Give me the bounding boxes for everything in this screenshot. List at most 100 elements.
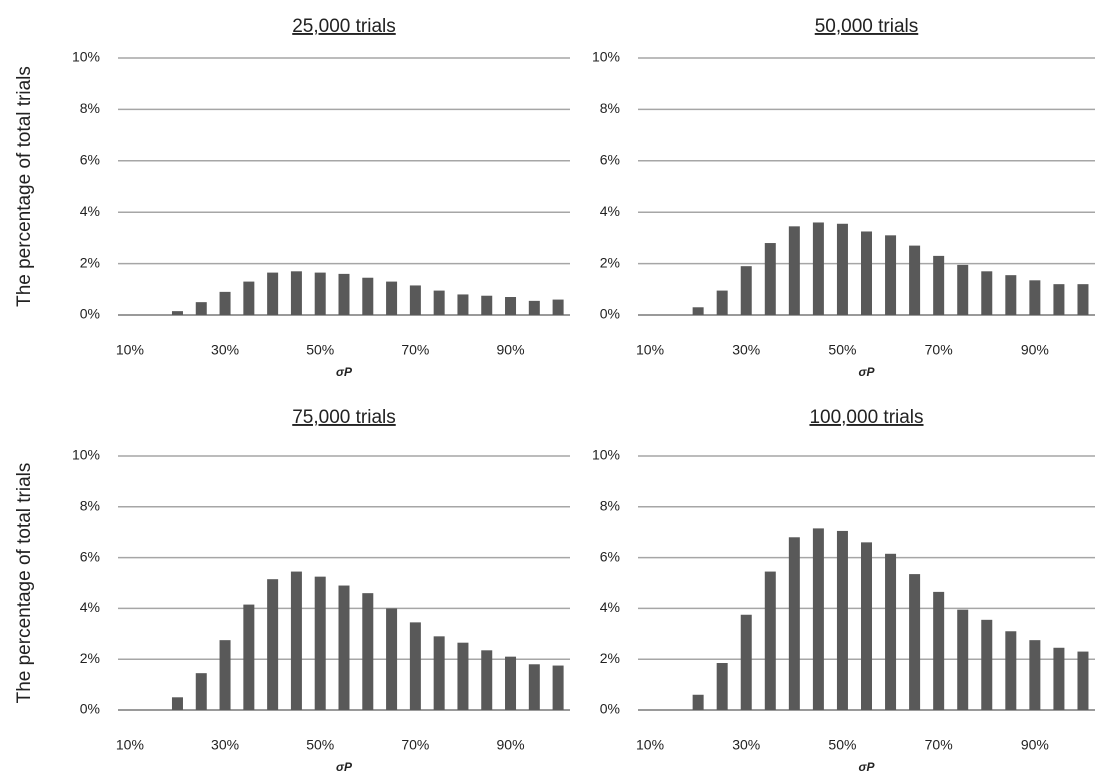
bar: [981, 619, 993, 710]
bar: [836, 530, 848, 710]
y-tick-label: 0%: [80, 306, 100, 322]
bar: [338, 273, 350, 315]
chart-title: 25,000 trials: [292, 16, 396, 37]
bar: [957, 264, 969, 315]
bar: [243, 281, 255, 315]
bar: [764, 243, 776, 315]
bar: [195, 673, 207, 710]
bar: [1053, 647, 1065, 710]
x-tick-label: 30%: [211, 342, 239, 358]
y-tick-label: 8%: [80, 100, 100, 116]
bar: [1077, 651, 1089, 710]
x-tick-label: 90%: [497, 737, 525, 753]
bar: [433, 290, 445, 315]
bar: [1077, 284, 1089, 315]
bar: [885, 235, 897, 315]
y-axis-label: The percentage of total trials: [14, 463, 35, 704]
x-tick-label: 10%: [636, 342, 664, 358]
y-tick-label: 8%: [600, 498, 620, 514]
x-tick-label: 70%: [401, 737, 429, 753]
x-tick-label: 70%: [401, 342, 429, 358]
y-tick-label: 0%: [600, 701, 620, 717]
bar: [386, 608, 398, 710]
bar: [1005, 631, 1017, 710]
bar: [457, 642, 469, 710]
bar: [362, 593, 374, 710]
bar: [861, 542, 872, 710]
x-axis-label: σP: [336, 365, 353, 379]
bar: [433, 636, 445, 710]
x-tick-label: 30%: [732, 737, 760, 753]
x-axis-label: σP: [336, 760, 353, 774]
bar: [933, 255, 945, 315]
bar: [788, 537, 800, 710]
bar: [716, 290, 728, 315]
bar: [957, 609, 969, 710]
bar: [1029, 640, 1041, 710]
x-tick-label: 30%: [732, 342, 760, 358]
bar: [861, 231, 872, 315]
bar: [505, 656, 517, 710]
bar: [267, 579, 279, 710]
bar: [171, 697, 183, 710]
x-tick-label: 70%: [925, 737, 953, 753]
y-tick-label: 2%: [600, 254, 620, 270]
bar: [481, 295, 493, 315]
bar: [716, 663, 728, 710]
y-tick-label: 8%: [600, 100, 620, 116]
x-tick-label: 50%: [306, 737, 334, 753]
x-tick-label: 50%: [828, 737, 856, 753]
y-tick-label: 0%: [600, 306, 620, 322]
bar: [290, 271, 302, 315]
x-axis-label: σP: [859, 760, 876, 774]
chart-title: 50,000 trials: [815, 16, 919, 37]
y-tick-label: 6%: [600, 152, 620, 168]
bar: [1029, 280, 1041, 315]
chart-title: 75,000 trials: [292, 407, 396, 428]
bar: [314, 272, 326, 315]
bar: [481, 650, 493, 710]
y-tick-label: 6%: [80, 548, 100, 564]
bar: [1005, 275, 1017, 315]
bar: [885, 553, 897, 710]
bar: [812, 528, 824, 710]
x-tick-label: 10%: [116, 737, 144, 753]
bar: [788, 226, 800, 315]
y-tick-label: 2%: [80, 254, 100, 270]
y-tick-label: 4%: [80, 599, 100, 615]
y-tick-label: 10%: [592, 49, 620, 65]
bar: [692, 694, 704, 710]
bar: [195, 302, 207, 315]
x-tick-label: 50%: [306, 342, 334, 358]
bar: [1053, 284, 1065, 315]
bar: [386, 281, 398, 315]
bar: [314, 576, 326, 710]
x-tick-label: 50%: [828, 342, 856, 358]
y-tick-label: 4%: [600, 203, 620, 219]
y-tick-label: 6%: [80, 152, 100, 168]
bar: [812, 222, 824, 315]
bar: [505, 297, 517, 315]
bar: [219, 291, 231, 315]
y-tick-label: 10%: [72, 447, 100, 463]
bar: [528, 300, 540, 315]
bar: [552, 665, 564, 710]
bar: [740, 614, 752, 710]
bar: [338, 585, 350, 710]
x-axis-label: σP: [859, 365, 876, 379]
bar: [457, 294, 469, 315]
bar: [290, 571, 302, 710]
bar: [409, 285, 421, 315]
y-tick-label: 4%: [600, 599, 620, 615]
bar: [933, 591, 945, 710]
bar: [552, 299, 564, 315]
bar: [243, 604, 255, 710]
x-tick-label: 70%: [925, 342, 953, 358]
bar: [740, 266, 752, 315]
bar: [836, 223, 848, 315]
y-tick-label: 8%: [80, 498, 100, 514]
bar: [267, 272, 279, 315]
y-tick-label: 4%: [80, 203, 100, 219]
bar: [764, 571, 776, 710]
